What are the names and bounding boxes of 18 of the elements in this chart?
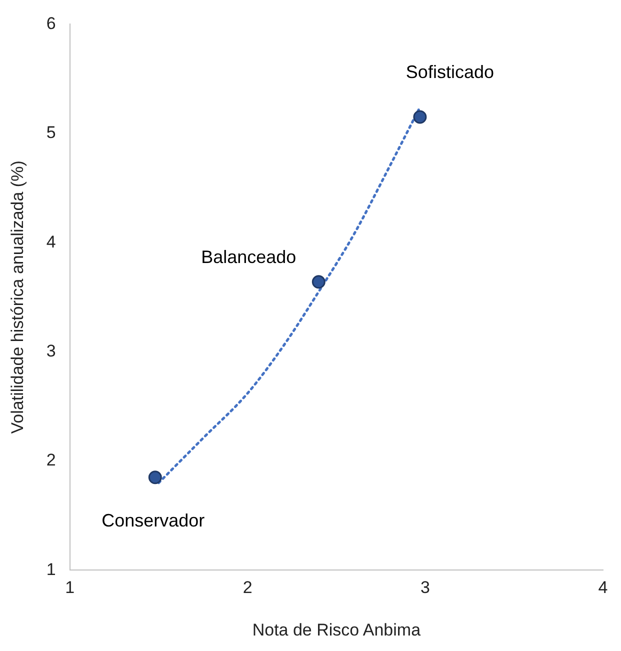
annotation: Balanceado (201, 246, 296, 267)
y-tick-label: 6 (46, 14, 56, 33)
x-tick-label: 1 (65, 578, 75, 598)
y-axis-title: Volatilidade histórica anualizada (%) (8, 160, 27, 434)
point (148, 470, 162, 484)
y-tick-label: 3 (46, 341, 56, 360)
y-tick-label: 4 (46, 232, 56, 252)
y-tick-label: 5 (46, 123, 56, 142)
x-tick-label: 2 (242, 578, 252, 598)
annotation: Conservador (102, 510, 205, 530)
x-tick-label: 3 (420, 578, 430, 598)
x-tick-label: 4 (598, 578, 608, 598)
y-tick-label: 2 (46, 450, 56, 470)
x-axis-title: Nota de Risco Anbima (252, 620, 422, 640)
y-tick-label: 1 (46, 560, 56, 579)
point (312, 275, 326, 289)
point (413, 110, 427, 124)
annotation: Sofisticado (406, 62, 494, 82)
